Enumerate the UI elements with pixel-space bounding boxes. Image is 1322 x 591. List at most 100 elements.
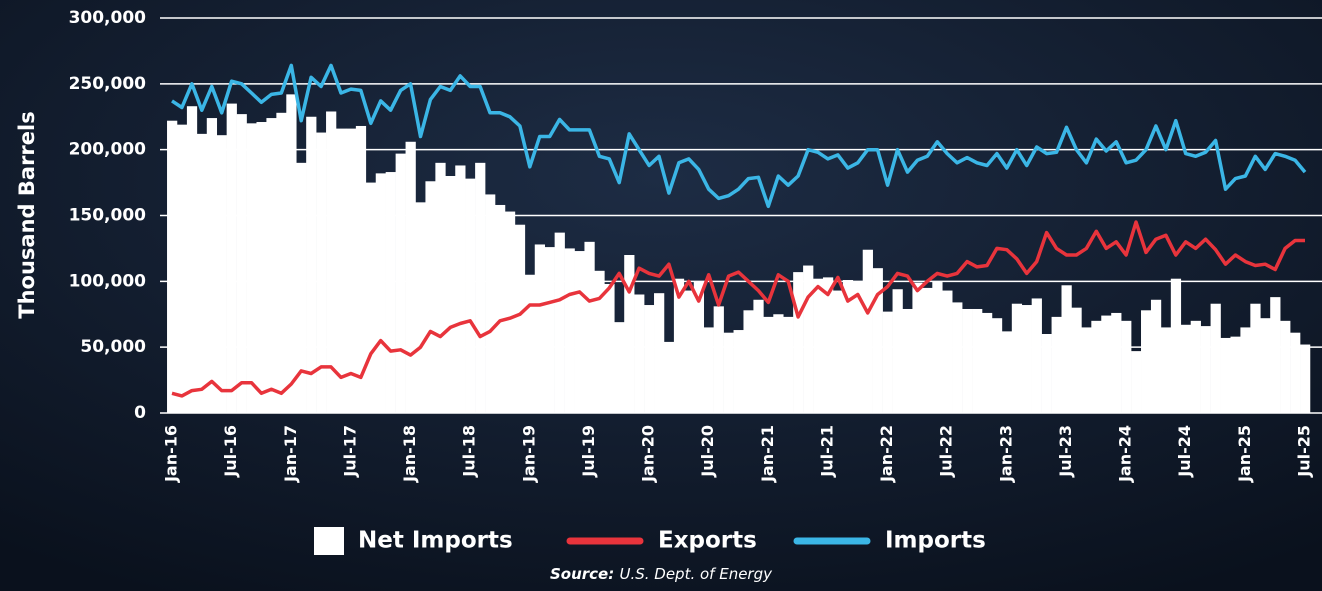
bar xyxy=(952,302,963,413)
legend-label: Net Imports xyxy=(358,528,513,554)
line-series xyxy=(171,63,1307,209)
bar xyxy=(862,249,873,413)
bar xyxy=(1180,324,1192,413)
x-tick-label: Jul-25 xyxy=(1295,425,1314,478)
bar xyxy=(981,312,993,413)
bar xyxy=(256,122,267,414)
bar xyxy=(1001,331,1013,413)
bar xyxy=(991,318,1003,413)
bar xyxy=(296,162,307,413)
bar xyxy=(1071,307,1082,413)
y-tick-label: 50,000 xyxy=(80,337,146,357)
bar xyxy=(524,274,536,413)
source-label: Source: xyxy=(550,565,614,583)
bar xyxy=(216,135,227,413)
bar xyxy=(783,316,794,413)
bar xyxy=(604,283,615,413)
bar xyxy=(167,120,178,413)
bar xyxy=(1230,336,1241,413)
bar xyxy=(733,330,744,413)
legend-label: Exports xyxy=(658,528,757,554)
bar xyxy=(485,194,496,413)
x-tick-label: Jul-17 xyxy=(340,425,359,478)
bar xyxy=(773,314,784,413)
x-tick-label: Jan-24 xyxy=(1116,425,1135,483)
bar xyxy=(1091,320,1102,413)
x-tick-label: Jan-22 xyxy=(877,425,896,483)
bar xyxy=(435,162,446,413)
bar xyxy=(574,251,585,413)
bar xyxy=(1131,351,1142,413)
bar xyxy=(1300,344,1311,413)
source: Source: U.S. Dept. of Energy xyxy=(550,565,773,583)
x-tick-label: Jul-22 xyxy=(937,425,956,478)
bar xyxy=(1051,316,1062,413)
bar xyxy=(355,125,367,413)
bar xyxy=(1101,315,1112,413)
bar xyxy=(206,118,218,414)
bar xyxy=(276,112,287,414)
bar xyxy=(564,248,575,413)
bar xyxy=(266,118,277,414)
bar xyxy=(673,278,685,413)
bar xyxy=(594,270,605,413)
plot: 0 50,000 100,000 150,000 200,000 250,000 300,0… xyxy=(69,8,1322,483)
bar xyxy=(306,116,317,413)
bar xyxy=(753,299,764,413)
y-axis-label: Thousand Barrels xyxy=(15,111,39,318)
x-tick-label: Jul-16 xyxy=(221,425,240,478)
x-tick-label: Jan-16 xyxy=(162,425,181,483)
bar xyxy=(902,308,913,413)
bar xyxy=(614,322,625,413)
bar xyxy=(365,182,377,413)
bar xyxy=(1121,320,1132,413)
bar xyxy=(1280,320,1291,413)
bar xyxy=(554,232,565,413)
bar xyxy=(962,308,973,413)
bar xyxy=(584,241,595,413)
bar xyxy=(345,128,357,413)
x-tick-label: Jan-19 xyxy=(519,425,538,483)
bar xyxy=(683,290,695,413)
bar xyxy=(405,141,416,413)
y-tick-label: 0 xyxy=(134,403,146,423)
legend: Net Imports Exports Imports xyxy=(314,527,986,555)
y-tick-label: 300,000 xyxy=(69,8,147,28)
bar xyxy=(1270,297,1281,413)
bar xyxy=(375,173,386,413)
x-tick-label: Jul-20 xyxy=(698,425,717,478)
legend-label: Imports xyxy=(885,528,986,554)
bar xyxy=(1041,334,1052,413)
x-tick-label: Jul-24 xyxy=(1175,425,1194,478)
bar xyxy=(534,244,545,413)
x-tick-label: Jan-17 xyxy=(281,425,300,483)
bar xyxy=(922,287,933,413)
bar xyxy=(514,224,526,413)
bar xyxy=(1210,303,1221,413)
bar xyxy=(544,247,555,413)
bar xyxy=(1111,312,1122,413)
bar xyxy=(644,305,655,413)
x-tick-label: Jan-25 xyxy=(1235,425,1254,483)
bar xyxy=(1150,299,1162,413)
bar xyxy=(713,306,724,413)
bar xyxy=(1290,332,1301,413)
bar xyxy=(892,289,903,413)
x-tick-label: Jul-21 xyxy=(817,425,836,478)
bar xyxy=(634,294,645,413)
bar xyxy=(246,123,257,413)
x-tick-label: Jan-20 xyxy=(639,425,658,483)
bar xyxy=(743,310,754,413)
bar xyxy=(872,268,883,413)
bar xyxy=(832,290,844,413)
bar xyxy=(1031,298,1042,413)
line-series xyxy=(171,220,1305,398)
y-tick-label: 250,000 xyxy=(69,74,147,94)
bar xyxy=(1160,327,1172,413)
bar xyxy=(1240,327,1251,413)
bar xyxy=(1081,327,1092,413)
bar xyxy=(196,133,208,413)
bar xyxy=(972,308,983,413)
